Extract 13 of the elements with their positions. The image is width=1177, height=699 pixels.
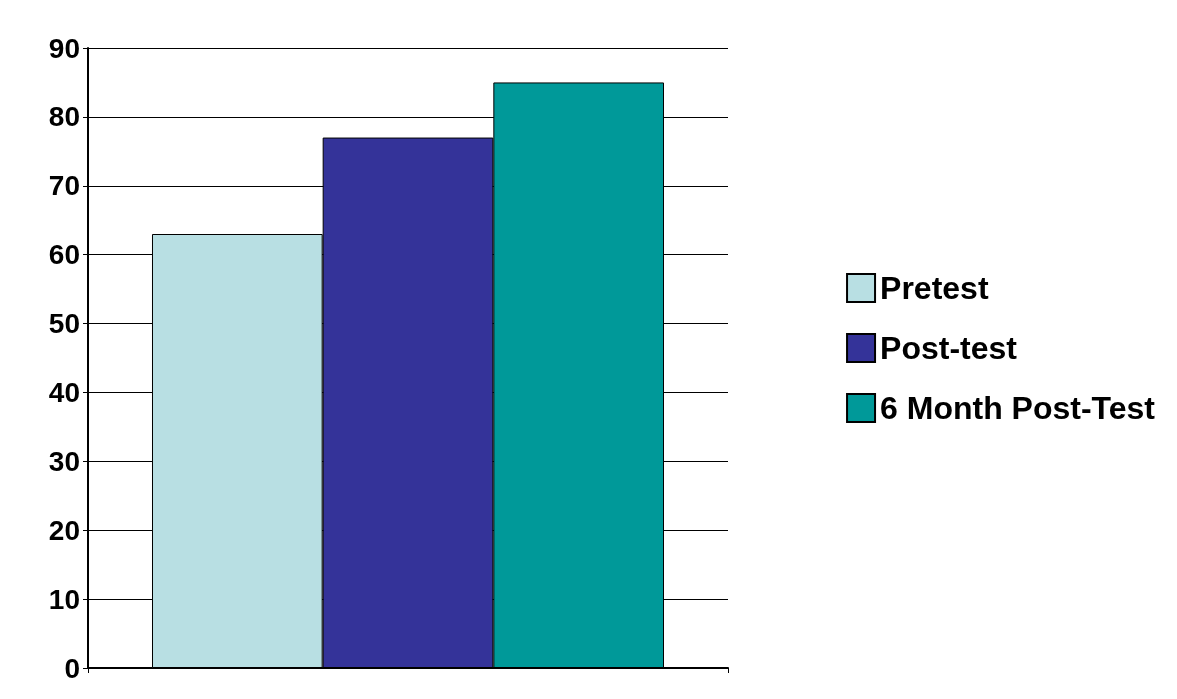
legend-label: Post-test: [880, 330, 1018, 366]
y-tick-label: 20: [48, 514, 80, 546]
y-tick-label: 30: [48, 445, 80, 477]
y-tick-label: 40: [48, 376, 80, 408]
y-tick-label: 70: [48, 170, 80, 202]
y-tick-label: 60: [48, 239, 80, 271]
y-tick-label: 0: [64, 652, 80, 684]
y-tick-label: 50: [48, 308, 80, 340]
legend-label: 6 Month Post-Test: [880, 390, 1156, 426]
y-tick-label: 10: [48, 583, 80, 615]
legend-label: Pretest: [880, 270, 989, 306]
y-tick-label: 80: [48, 101, 80, 133]
y-tick-label: 90: [48, 32, 80, 64]
